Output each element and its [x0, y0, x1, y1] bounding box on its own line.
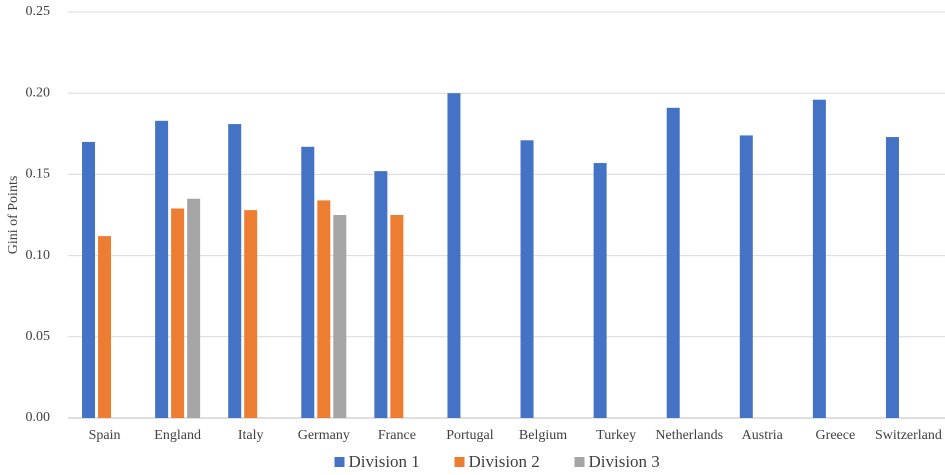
- bar: [374, 171, 388, 418]
- x-tick-label: France: [378, 428, 416, 443]
- bar: [317, 200, 331, 418]
- legend-swatch: [334, 457, 345, 467]
- legend-label: Division 3: [589, 452, 660, 471]
- bar: [171, 208, 185, 418]
- bar: [98, 236, 112, 418]
- x-tick-label: Portugal: [446, 428, 494, 443]
- legend-label: Division 2: [469, 452, 540, 471]
- bar: [520, 140, 534, 418]
- legend-swatch: [574, 457, 585, 467]
- bar: [739, 135, 753, 418]
- x-tick-label: Netherlands: [655, 428, 723, 443]
- y-tick-label: 0.25: [26, 4, 51, 19]
- bar: [885, 137, 899, 418]
- y-tick-label: 0.20: [26, 85, 51, 100]
- bar: [301, 146, 315, 419]
- x-tick-label: Turkey: [596, 428, 636, 443]
- bar: [228, 124, 242, 418]
- bar: [390, 215, 404, 418]
- legend: Division 1 Division 2 Division 3: [334, 452, 660, 471]
- bar: [333, 215, 347, 418]
- bar: [244, 210, 258, 418]
- x-tick-label: Greece: [816, 428, 856, 443]
- x-tick-label: Switzerland: [875, 428, 942, 443]
- bar: [812, 99, 826, 419]
- x-tick-label: England: [154, 428, 201, 443]
- legend-swatch: [454, 457, 465, 467]
- bar: [187, 198, 201, 418]
- x-tick-label: Germany: [298, 428, 350, 443]
- bar: [155, 120, 169, 419]
- x-tick-label: Austria: [742, 428, 784, 443]
- x-tick-label: Italy: [238, 428, 264, 443]
- bar: [82, 141, 96, 419]
- bar: [666, 107, 680, 418]
- bar: [447, 93, 461, 418]
- x-tick-label: Belgium: [519, 428, 567, 443]
- y-axis-label: Gini of Points: [6, 176, 21, 255]
- x-tick-label: Spain: [89, 428, 121, 443]
- y-tick-label: 0.15: [26, 167, 51, 182]
- y-tick-label: 0.05: [26, 329, 51, 344]
- legend-label: Division 1: [349, 452, 420, 471]
- y-tick-label: 0.00: [26, 410, 51, 425]
- bar: [593, 163, 607, 418]
- y-tick-label: 0.10: [26, 248, 51, 263]
